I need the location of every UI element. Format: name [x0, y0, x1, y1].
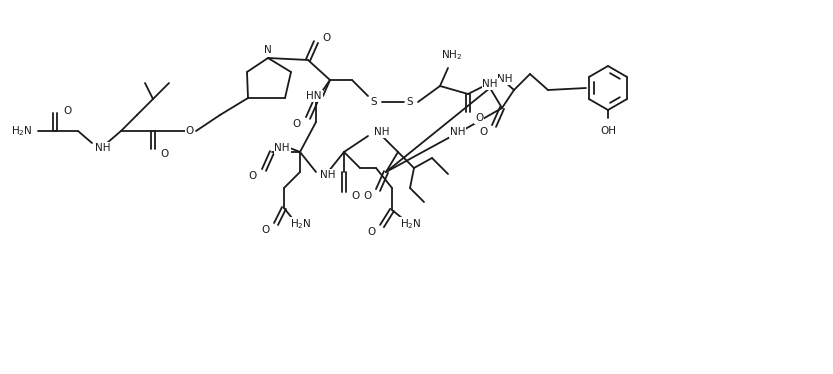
- Text: O: O: [351, 191, 359, 201]
- Text: N: N: [264, 45, 272, 55]
- Text: O: O: [63, 106, 72, 116]
- Text: NH: NH: [497, 74, 512, 84]
- Text: O: O: [364, 191, 372, 201]
- Text: $\rm H_2N$: $\rm H_2N$: [11, 124, 32, 138]
- Text: HN: HN: [307, 91, 322, 101]
- Text: S: S: [371, 97, 377, 107]
- Text: NH: NH: [450, 127, 466, 137]
- Text: O: O: [475, 113, 483, 123]
- Text: O: O: [262, 225, 270, 235]
- Text: NH: NH: [95, 143, 111, 153]
- Text: NH: NH: [374, 127, 390, 137]
- Text: O: O: [292, 119, 301, 129]
- Text: NH: NH: [320, 170, 336, 180]
- Text: OH: OH: [600, 126, 616, 136]
- Text: $\rm H_2N$: $\rm H_2N$: [400, 217, 421, 231]
- Text: $\rm NH_2$: $\rm NH_2$: [441, 48, 463, 62]
- Text: O: O: [322, 33, 330, 43]
- Text: $\rm H_2N$: $\rm H_2N$: [290, 217, 312, 231]
- Text: O: O: [186, 126, 194, 136]
- Text: NH: NH: [275, 143, 290, 153]
- Text: S: S: [407, 97, 413, 107]
- Text: O: O: [249, 171, 257, 181]
- Text: O: O: [160, 149, 168, 159]
- Text: O: O: [480, 127, 488, 137]
- Text: NH: NH: [482, 79, 498, 89]
- Text: O: O: [367, 227, 376, 237]
